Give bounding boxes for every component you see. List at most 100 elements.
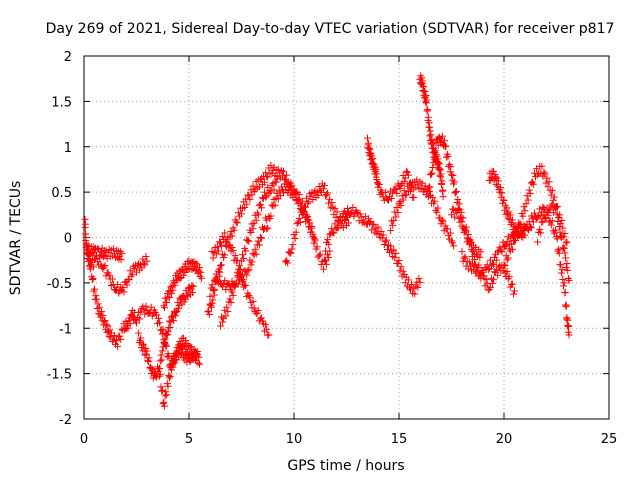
data-point (505, 208, 513, 216)
series-12 (322, 204, 424, 298)
data-point (291, 235, 299, 243)
data-point (508, 280, 516, 288)
data-point (473, 268, 481, 276)
grid-lines (84, 56, 609, 419)
data-point (92, 292, 100, 300)
data-point (311, 235, 319, 243)
data-point (431, 153, 439, 161)
data-point (529, 218, 537, 226)
data-point (506, 211, 514, 219)
data-point (482, 276, 490, 284)
data-point (165, 374, 173, 382)
data-point (94, 300, 102, 308)
data-point (251, 245, 259, 253)
data-point (449, 172, 457, 180)
data-point (381, 237, 389, 245)
data-point (564, 275, 572, 283)
data-point (559, 275, 567, 283)
data-point (319, 185, 327, 193)
data-point (492, 180, 500, 188)
data-point (560, 244, 568, 252)
data-point (543, 174, 551, 182)
data-point (218, 261, 226, 269)
y-tick-label: 0.5 (51, 186, 72, 201)
data-point (141, 351, 149, 359)
data-point (142, 252, 150, 260)
data-point (554, 218, 562, 226)
data-point (278, 186, 286, 194)
data-point (392, 249, 400, 257)
data-point (263, 225, 271, 233)
data-point (229, 247, 237, 255)
data-point (236, 266, 244, 274)
data-point (315, 252, 323, 260)
data-point (265, 331, 273, 339)
data-point (560, 244, 567, 252)
data-point (128, 270, 136, 278)
data-point (217, 239, 224, 247)
data-point (540, 168, 548, 176)
data-point (100, 246, 108, 254)
data-point (517, 220, 525, 228)
data-point (564, 266, 572, 274)
data-point (379, 193, 387, 201)
data-point (232, 218, 240, 226)
data-point (217, 322, 224, 330)
data-point (93, 295, 101, 303)
data-point (215, 265, 223, 273)
data-point (457, 213, 465, 221)
data-point (508, 216, 516, 224)
data-point (439, 217, 447, 225)
data-point (262, 193, 270, 201)
data-point (524, 196, 532, 204)
data-point (158, 387, 166, 395)
series-5 (160, 257, 206, 312)
data-point (494, 271, 502, 279)
data-point (426, 183, 434, 191)
data-point (109, 245, 117, 253)
data-point (247, 186, 255, 194)
data-point (168, 289, 175, 297)
data-point (345, 219, 353, 227)
data-point (422, 98, 430, 106)
y-tick-label: -1.5 (47, 368, 72, 383)
data-point (244, 237, 252, 245)
series-16 (424, 132, 485, 261)
data-point (221, 251, 229, 259)
data-point (444, 152, 452, 160)
data-point (114, 342, 122, 350)
data-point (422, 92, 430, 100)
data-point (401, 191, 409, 199)
data-point (551, 203, 559, 211)
data-point (490, 260, 497, 268)
data-point (254, 307, 262, 315)
data-point (501, 262, 509, 270)
data-point (505, 273, 513, 281)
data-point (436, 166, 444, 174)
data-point (295, 214, 303, 222)
data-point (458, 248, 466, 256)
data-point (205, 307, 213, 315)
data-point (375, 180, 383, 188)
data-point (228, 288, 236, 296)
data-point (429, 164, 437, 172)
data-point (562, 303, 570, 311)
data-point (565, 331, 573, 339)
data-point (106, 326, 114, 334)
data-point (320, 182, 328, 190)
data-point (527, 223, 535, 231)
series-13 (364, 134, 418, 204)
x-tick-label: 25 (601, 432, 618, 447)
x-tick-label: 0 (80, 432, 88, 447)
data-point (560, 282, 567, 290)
data-point (557, 233, 565, 241)
data-point (319, 265, 327, 273)
data-point (503, 204, 511, 212)
data-point (267, 212, 275, 220)
data-point (449, 239, 457, 247)
data-point (443, 225, 451, 233)
data-point (393, 189, 401, 197)
data-point (164, 382, 172, 390)
data-point (162, 388, 170, 396)
data-point (120, 288, 128, 296)
